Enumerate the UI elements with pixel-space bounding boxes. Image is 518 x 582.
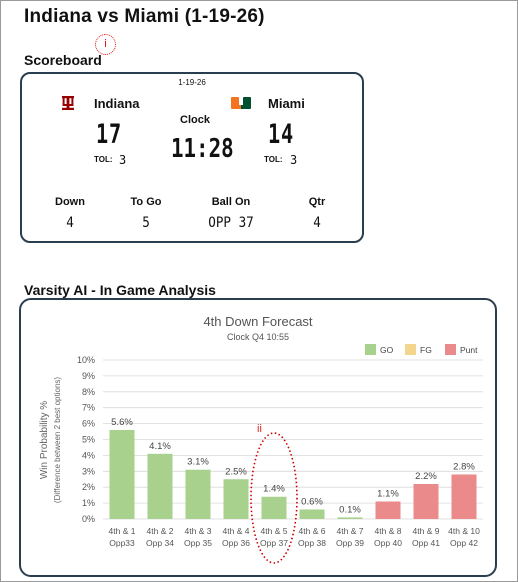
bar bbox=[223, 479, 249, 519]
scoreboard-date: 1-19-26 bbox=[178, 78, 206, 87]
x-tick-label: 4th & 2 bbox=[147, 526, 174, 536]
bar bbox=[299, 509, 325, 519]
x-tick-label: Opp 36 bbox=[222, 538, 250, 548]
x-tick-label: Opp 39 bbox=[336, 538, 364, 548]
x-tick-label: Opp 42 bbox=[450, 538, 478, 548]
to-go-value: 5 bbox=[142, 215, 150, 231]
analysis-panel: 4th Down Forecast Clock Q4 10:55 0% 1% 2% 3% 4… bbox=[19, 298, 497, 577]
y-tick-label: 3% bbox=[82, 466, 95, 476]
y-tick-label: 6% bbox=[82, 419, 95, 429]
bar bbox=[375, 501, 401, 519]
quarter-value: 4 bbox=[313, 215, 321, 231]
analysis-heading: Varsity AI - In Game Analysis bbox=[24, 282, 216, 298]
home-score: 17 bbox=[96, 119, 122, 150]
home-team-name: Indiana bbox=[94, 96, 140, 111]
y-tick-label: 0% bbox=[82, 514, 95, 524]
y-axis-sublabel: (Difference between 2 best options) bbox=[53, 377, 62, 503]
x-tick-label: 4th & 4 bbox=[223, 526, 250, 536]
miami-logo-icon bbox=[231, 97, 251, 109]
bar bbox=[451, 474, 477, 519]
x-tick-label: 4th & 3 bbox=[185, 526, 212, 536]
x-tick-label: 4th & 8 bbox=[375, 526, 402, 536]
bar-value-label: 0.6% bbox=[301, 496, 323, 507]
x-tick-label: Opp 37 bbox=[260, 538, 288, 548]
bar bbox=[261, 496, 287, 519]
annotation-ellipse bbox=[250, 432, 298, 564]
x-tick-label: Opp33 bbox=[109, 538, 135, 548]
bar-value-label: 2.5% bbox=[225, 466, 247, 477]
legend-swatch-fg bbox=[405, 344, 416, 355]
ball-on-label: Ball On bbox=[211, 196, 251, 208]
x-tick-label: 4th & 6 bbox=[299, 526, 326, 536]
legend-swatch-punt bbox=[445, 344, 456, 355]
chart-subtitle: Clock Q4 10:55 bbox=[227, 332, 289, 342]
quarter-label: Qtr bbox=[308, 196, 326, 208]
indiana-logo-icon bbox=[62, 96, 74, 110]
annotation-marker-ii: ii bbox=[257, 423, 262, 435]
bar-value-label: 0.1% bbox=[339, 504, 361, 515]
bar bbox=[147, 453, 173, 519]
bar-value-label: 2.2% bbox=[415, 471, 437, 482]
page-title: Indiana vs Miami (1-19-26) bbox=[24, 6, 265, 27]
y-axis-label: Win Probability % bbox=[39, 401, 50, 479]
legend-swatch-go bbox=[365, 344, 376, 355]
y-tick-label: 7% bbox=[82, 403, 95, 413]
y-tick-label: 2% bbox=[82, 482, 95, 492]
x-tick-label: Opp 38 bbox=[298, 538, 326, 548]
clock-value: 11:28 bbox=[171, 134, 234, 164]
x-tick-label: Opp 35 bbox=[184, 538, 212, 548]
away-team-name: Miami bbox=[268, 96, 305, 111]
bar bbox=[413, 484, 439, 519]
x-tick-label: 4th & 9 bbox=[413, 526, 440, 536]
x-tick-label: 4th & 10 bbox=[448, 526, 480, 536]
y-tick-label: 4% bbox=[82, 450, 95, 460]
bar-value-label: 3.1% bbox=[187, 457, 209, 468]
bar-value-label: 4.1% bbox=[149, 441, 171, 452]
bar bbox=[109, 429, 135, 519]
y-tick-label: 10% bbox=[77, 355, 95, 365]
x-tick-label: 4th & 7 bbox=[337, 526, 364, 536]
ball-on-value: OPP 37 bbox=[208, 215, 254, 231]
down-value: 4 bbox=[66, 215, 74, 231]
clock-label: Clock bbox=[180, 114, 210, 126]
away-timeouts-label: TOL: bbox=[264, 155, 283, 164]
x-tick-label: Opp 40 bbox=[374, 538, 402, 548]
legend-label-punt: Punt bbox=[460, 345, 478, 355]
legend-label-fg: FG bbox=[420, 345, 432, 355]
y-tick-label: 1% bbox=[82, 498, 95, 508]
to-go-label: To Go bbox=[130, 196, 162, 208]
fourth-down-forecast-chart: 4th Down Forecast Clock Q4 10:55 0% 1% 2% 3% 4… bbox=[39, 314, 483, 564]
y-tick-label: 9% bbox=[82, 371, 95, 381]
x-tick-label: Opp 41 bbox=[412, 538, 440, 548]
bar-value-label: 5.6% bbox=[111, 417, 133, 428]
annotation-marker-i: i bbox=[95, 34, 116, 55]
legend-label-go: GO bbox=[380, 345, 394, 355]
scoreboard-panel: 1-19-26 Indiana 17 TOL: 3 Clock 11:28 Mi… bbox=[20, 72, 364, 243]
away-timeouts-value: 3 bbox=[290, 153, 298, 167]
x-tick-label: 4th & 1 bbox=[109, 526, 136, 536]
bar bbox=[337, 517, 363, 519]
bar-value-label: 2.8% bbox=[453, 461, 475, 472]
home-timeouts-value: 3 bbox=[119, 153, 127, 167]
bar-value-label: 1.1% bbox=[377, 489, 399, 500]
y-tick-label: 8% bbox=[82, 387, 95, 397]
bar-value-label: 1.4% bbox=[263, 484, 285, 495]
down-label: Down bbox=[55, 196, 85, 208]
bar bbox=[185, 469, 211, 519]
home-timeouts-label: TOL: bbox=[94, 155, 113, 164]
chart-title: 4th Down Forecast bbox=[203, 314, 312, 329]
x-tick-label: Opp 34 bbox=[146, 538, 174, 548]
y-tick-label: 5% bbox=[82, 435, 95, 445]
scoreboard-heading: Scoreboard bbox=[24, 52, 102, 68]
x-tick-label: 4th & 5 bbox=[261, 526, 288, 536]
away-score: 14 bbox=[268, 119, 294, 150]
